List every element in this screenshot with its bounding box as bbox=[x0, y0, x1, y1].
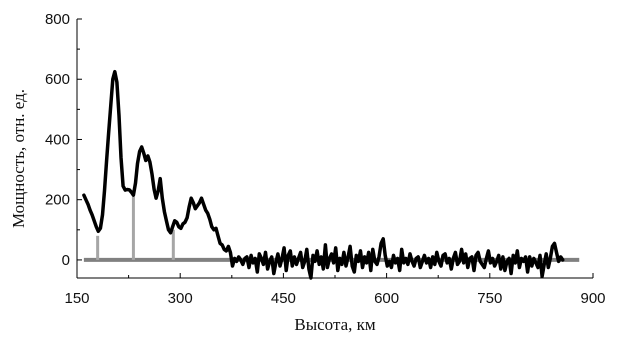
series-line bbox=[82, 69, 565, 280]
y-tick-label: 400 bbox=[45, 131, 70, 148]
y-tick-label: 800 bbox=[45, 11, 70, 28]
x-tick-label: 150 bbox=[64, 290, 89, 307]
y-axis-title: Мощность, отн. ед. bbox=[9, 89, 28, 228]
tick-labels: 0 200 400 600 800 150 300 450 600 750 900 bbox=[45, 11, 606, 307]
y-tick-label: 0 bbox=[62, 252, 70, 269]
x-tick-label: 900 bbox=[580, 290, 605, 307]
x-tick-label: 450 bbox=[271, 290, 296, 307]
x-axis-title: Высота, км bbox=[294, 315, 376, 334]
y-tick-label: 200 bbox=[45, 192, 70, 209]
y-tick-label: 600 bbox=[45, 71, 70, 88]
x-tick-label: 750 bbox=[477, 290, 502, 307]
series-group bbox=[82, 69, 565, 280]
x-tick-label: 600 bbox=[374, 290, 399, 307]
axes bbox=[76, 18, 594, 279]
stem-markers bbox=[96, 196, 175, 260]
x-tick-label: 300 bbox=[168, 290, 193, 307]
